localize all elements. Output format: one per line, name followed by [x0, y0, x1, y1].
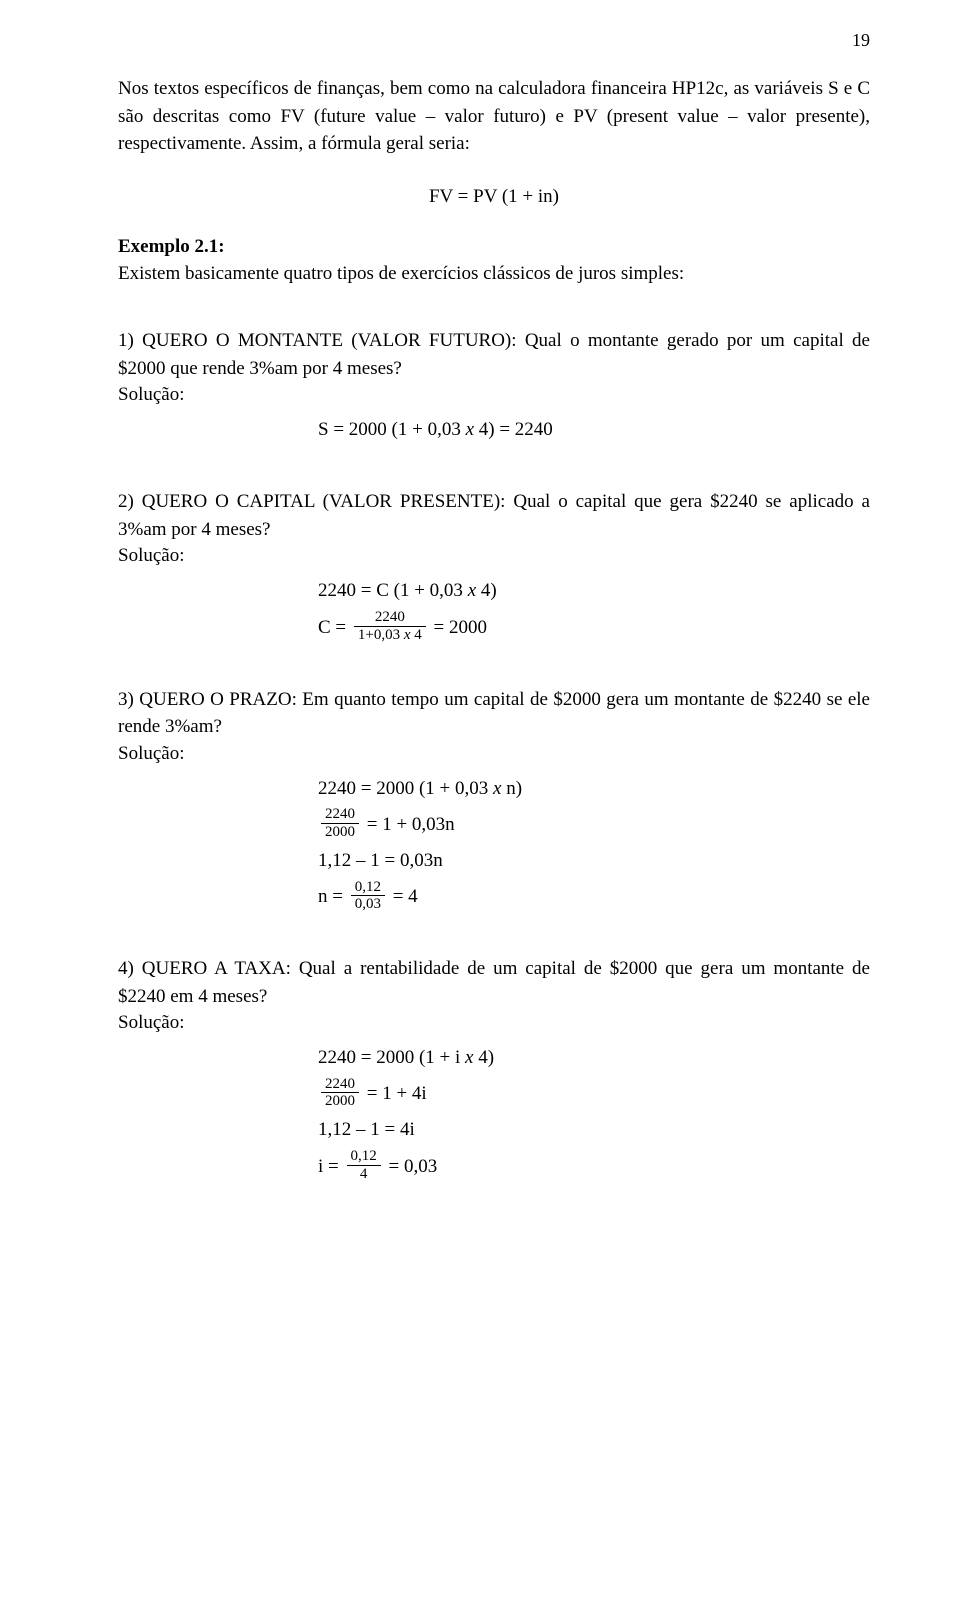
den-text: 4	[411, 627, 422, 643]
calc-block-1: S = 2000 (1 + 0,03 x 4) = 2240	[318, 412, 870, 448]
calc-block-2: 2240 = C (1 + 0,03 x 4) C = 22401+0,03 x…	[318, 573, 870, 645]
calc-text: = 0,03	[384, 1156, 437, 1177]
denominator: 2000	[321, 1092, 359, 1110]
calc-line: 2240 = 2000 (1 + i x 4)	[318, 1040, 870, 1076]
solution-label-2: Solução:	[118, 545, 870, 567]
calc-text: n)	[501, 778, 522, 799]
calc-text: 2240 = 2000 (1 + 0,03	[318, 778, 493, 799]
calc-text: 4)	[476, 580, 497, 601]
calc-line: 22402000 = 1 + 0,03n	[318, 807, 870, 843]
calc-text: S = 2000 (1 + 0,03	[318, 419, 466, 440]
calc-text: 2240 = C (1 + 0,03	[318, 580, 468, 601]
solution-label-4: Solução:	[118, 1012, 870, 1034]
numerator: 2240	[354, 609, 426, 626]
calc-line: S = 2000 (1 + 0,03 x 4) = 2240	[318, 412, 870, 448]
calc-var: x	[466, 419, 474, 440]
question-1: 1) QUERO O MONTANTE (VALOR FUTURO): Qual…	[118, 327, 870, 382]
calc-text: = 2000	[429, 617, 487, 638]
calc-block-3: 2240 = 2000 (1 + 0,03 x n) 22402000 = 1 …	[318, 771, 870, 915]
calc-text: 2240 = 2000 (1 + i	[318, 1047, 465, 1068]
fraction: 0,120,03	[351, 879, 385, 913]
fraction: 22401+0,03 x 4	[354, 609, 426, 643]
calc-line: 1,12 – 1 = 0,03n	[318, 843, 870, 879]
example-label: Exemplo 2.1:	[118, 236, 870, 258]
calc-line: C = 22401+0,03 x 4 = 2000	[318, 610, 870, 646]
calc-line: 2240 = 2000 (1 + 0,03 x n)	[318, 771, 870, 807]
numerator: 2240	[321, 806, 359, 823]
calc-text: = 4	[388, 886, 418, 907]
calc-line: i = 0,124 = 0,03	[318, 1149, 870, 1185]
calc-line: 22402000 = 1 + 4i	[318, 1076, 870, 1112]
page-number: 19	[118, 30, 870, 51]
calc-text: = 1 + 4i	[362, 1083, 427, 1104]
den-text: 1+0,03	[358, 627, 404, 643]
calc-text: i =	[318, 1156, 344, 1177]
intro-paragraph: Nos textos específicos de finanças, bem …	[118, 75, 870, 158]
calc-text: = 1 + 0,03n	[362, 814, 455, 835]
calc-text: 4) = 2240	[474, 419, 553, 440]
denominator: 4	[347, 1165, 381, 1183]
fraction: 0,124	[347, 1148, 381, 1182]
calc-line: n = 0,120,03 = 4	[318, 879, 870, 915]
numerator: 0,12	[347, 1148, 381, 1165]
numerator: 0,12	[351, 879, 385, 896]
numerator: 2240	[321, 1076, 359, 1093]
calc-var: x	[404, 627, 411, 643]
question-3: 3) QUERO O PRAZO: Em quanto tempo um cap…	[118, 686, 870, 741]
fraction: 22402000	[321, 1076, 359, 1110]
denominator: 2000	[321, 823, 359, 841]
denominator: 1+0,03 x 4	[354, 626, 426, 644]
calc-line: 1,12 – 1 = 4i	[318, 1112, 870, 1148]
calc-text: 4)	[473, 1047, 494, 1068]
calc-text: C =	[318, 617, 351, 638]
denominator: 0,03	[351, 895, 385, 913]
question-2: 2) QUERO O CAPITAL (VALOR PRESENTE): Qua…	[118, 488, 870, 543]
solution-label-3: Solução:	[118, 743, 870, 765]
fraction: 22402000	[321, 806, 359, 840]
main-formula: FV = PV (1 + in)	[118, 186, 870, 208]
calc-block-4: 2240 = 2000 (1 + i x 4) 22402000 = 1 + 4…	[318, 1040, 870, 1184]
example-intro: Existem basicamente quatro tipos de exer…	[118, 260, 870, 288]
calc-var: x	[468, 580, 476, 601]
calc-line: 2240 = C (1 + 0,03 x 4)	[318, 573, 870, 609]
document-page: 19 Nos textos específicos de finanças, b…	[0, 0, 960, 1255]
solution-label-1: Solução:	[118, 384, 870, 406]
question-4: 4) QUERO A TAXA: Qual a rentabilidade de…	[118, 955, 870, 1010]
calc-text: n =	[318, 886, 348, 907]
